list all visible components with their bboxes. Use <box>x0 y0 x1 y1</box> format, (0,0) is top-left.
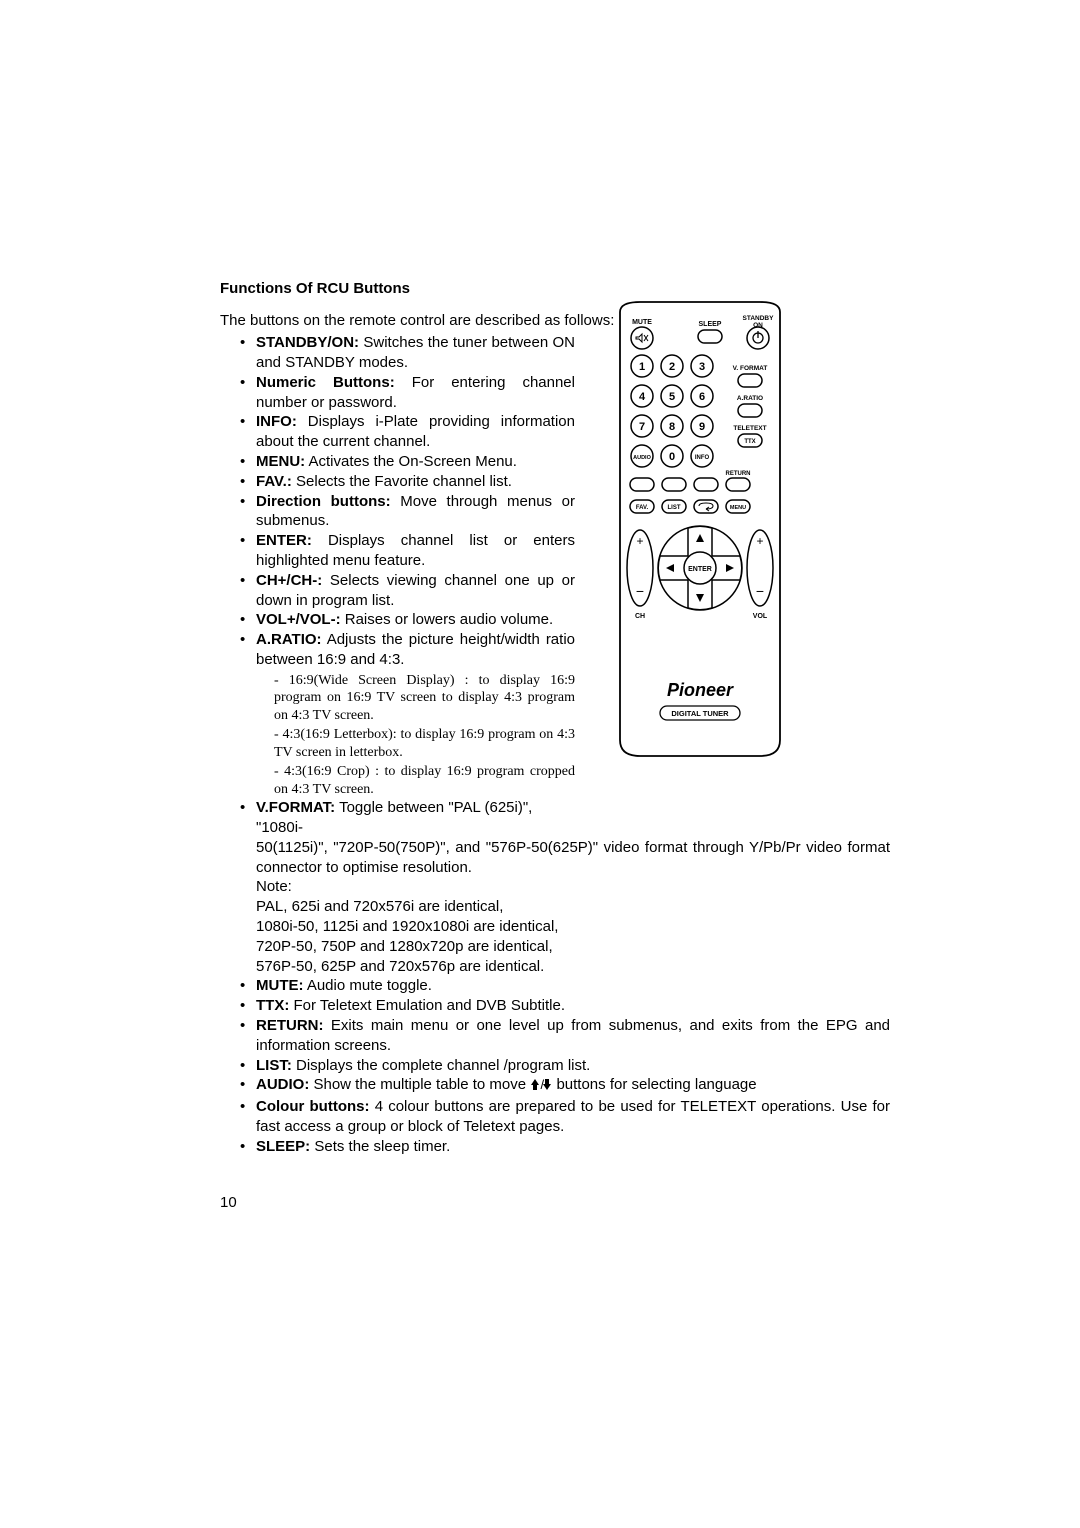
svg-text:2: 2 <box>669 361 675 373</box>
colour-yellow[interactable] <box>694 478 718 491</box>
item-return: RETURN: Exits main menu or one level up … <box>220 1016 890 1056</box>
item-mute: MUTE: Audio mute toggle. <box>220 976 890 996</box>
aratio-sub3: - 4:3(16:9 Crop) : to display 16:9 progr… <box>256 763 575 798</box>
label-standby-1: STANDBY <box>743 315 775 322</box>
button-list-2: MUTE: Audio mute toggle. TTX: For Telete… <box>220 976 890 1156</box>
svg-text:6: 6 <box>699 391 705 403</box>
page-number: 10 <box>220 1194 237 1211</box>
vformat-button[interactable] <box>738 374 762 387</box>
svg-text:9: 9 <box>699 421 705 433</box>
numeric-keypad: 1 2 3 4 5 6 7 8 9 <box>631 355 713 437</box>
item-ttx: TTX: For Teletext Emulation and DVB Subt… <box>220 996 890 1016</box>
svg-text:+: + <box>756 534 763 548</box>
label-return: RETURN <box>726 471 751 477</box>
aratio-sub2: - 4:3(16:9 Letterbox): to display 16:9 p… <box>256 726 575 761</box>
svg-text:−: − <box>636 583 644 599</box>
svg-text:TTX: TTX <box>744 439 755 445</box>
svg-text:AUDIO: AUDIO <box>633 455 651 461</box>
svg-text:MENU: MENU <box>730 505 746 511</box>
svg-text:CH: CH <box>635 613 645 620</box>
svg-text:0: 0 <box>669 451 675 463</box>
item-colour: Colour buttons: 4 colour buttons are pre… <box>220 1097 890 1137</box>
label-teletext: TELETEXT <box>733 425 766 432</box>
label-sleep: SLEEP <box>699 321 722 328</box>
brand-logo: Pioneer <box>667 680 734 700</box>
return-button[interactable] <box>694 500 718 513</box>
svg-text:4: 4 <box>639 391 646 403</box>
aratio-button[interactable] <box>738 404 762 417</box>
svg-text:DIGITAL TUNER: DIGITAL TUNER <box>671 709 729 718</box>
colour-green[interactable] <box>662 478 686 491</box>
aratio-sub1: - 16:9(Wide Screen Display) : to display… <box>256 672 575 725</box>
label-vformat: V. FORMAT <box>733 365 768 372</box>
label-aratio: A.RATIO <box>737 395 763 402</box>
svg-text:1: 1 <box>639 361 645 373</box>
label-mute: MUTE <box>632 319 652 326</box>
svg-text:VOL: VOL <box>753 613 768 620</box>
svg-text:7: 7 <box>639 421 645 433</box>
svg-text:+: + <box>636 534 643 548</box>
item-audio: AUDIO: Show the multiple table to move /… <box>220 1075 890 1097</box>
vformat-n1: PAL, 625i and 720x576i are identical, <box>220 897 890 917</box>
vformat-body: 50(1125i)", "720P-50(750P)", and "576P-5… <box>220 838 890 878</box>
svg-text:LIST: LIST <box>668 505 681 511</box>
vformat-n4: 576P-50, 625P and 720x576p are identical… <box>220 957 890 977</box>
colour-red[interactable] <box>630 478 654 491</box>
item-list: LIST: Displays the complete channel /pro… <box>220 1056 890 1076</box>
sleep-button[interactable] <box>698 330 722 343</box>
svg-text:8: 8 <box>669 421 675 433</box>
vformat-n2: 1080i-50, 1125i and 1920x1080i are ident… <box>220 917 890 937</box>
svg-text:3: 3 <box>699 361 705 373</box>
svg-text:5: 5 <box>669 391 675 403</box>
svg-text:ENTER: ENTER <box>688 566 712 573</box>
item-vformat: V.FORMAT: Toggle between "PAL (625i)", "… <box>220 798 890 838</box>
colour-blue[interactable] <box>726 478 750 491</box>
section-heading: Functions Of RCU Buttons <box>220 280 890 297</box>
up-down-arrows-icon: / <box>530 1077 552 1097</box>
svg-text:FAV.: FAV. <box>636 505 649 511</box>
remote-diagram: MUTE SLEEP STANDBY ON 1 2 3 4 5 6 7 8 9 … <box>600 300 800 765</box>
vformat-note: Note: <box>220 877 890 897</box>
svg-text:INFO: INFO <box>695 455 710 461</box>
vformat-n3: 720P-50, 750P and 1280x720p are identica… <box>220 937 890 957</box>
item-sleep: SLEEP: Sets the sleep timer. <box>220 1137 890 1157</box>
svg-text:−: − <box>756 583 764 599</box>
